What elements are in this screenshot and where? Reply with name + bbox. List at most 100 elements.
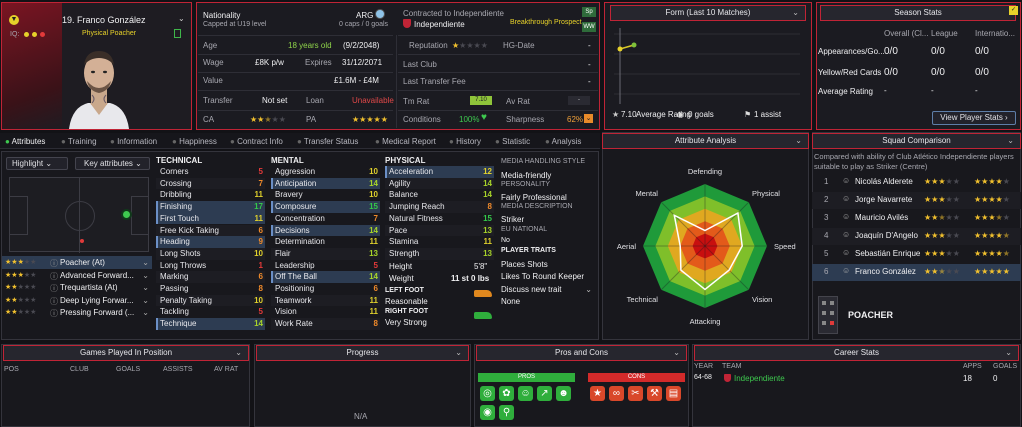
games-header[interactable]: Games Played In Position ⌄ (3, 345, 249, 361)
info-icon[interactable]: ⓘ (50, 284, 58, 293)
squad-header[interactable]: Squad Comparison ⌄ (812, 133, 1021, 149)
con-tackle-icon[interactable]: ✂ (628, 386, 643, 401)
squad-row[interactable]: 4 ☺ Joaquín D'Angelo ★★★★★ ★★★★★ (812, 228, 1021, 245)
tab-attributes[interactable]: ● Attributes (5, 137, 46, 146)
chevron-down-icon[interactable]: ⌄ (142, 295, 149, 305)
attribute-row[interactable]: Agility 14 (385, 177, 494, 190)
info-icon[interactable]: ⓘ (50, 271, 58, 281)
attribute-row[interactable]: Work Rate 8 (271, 318, 380, 330)
attribute-row[interactable]: Teamwork 11 (271, 294, 380, 307)
attribute-row[interactable]: Stamina 11 (385, 236, 494, 248)
view-player-stats-button[interactable]: View Player Stats › (932, 111, 1016, 125)
season-header[interactable]: Season Stats (820, 5, 1016, 21)
tab-training[interactable]: ● Training (61, 137, 97, 146)
attribute-row[interactable]: Passing 8 (156, 283, 265, 295)
player-name[interactable]: 19. Franco González (62, 15, 146, 25)
chevron-down-icon[interactable]: ⌄ (795, 136, 802, 145)
pro-trend-icon[interactable]: ↗ (537, 386, 552, 401)
tab-analysis[interactable]: ● Analysis (545, 137, 582, 146)
attribute-row[interactable]: Balance 14 (385, 189, 494, 201)
info-icon[interactable]: ⓘ (50, 259, 58, 268)
role-row[interactable]: ★★★★★ ⓘ Pressing Forward (... ⌄ (3, 308, 151, 320)
role-row[interactable]: ★★★★★ ⓘ Trequartista (At) ⌄ (3, 283, 151, 295)
attribute-row[interactable]: Off The Ball 14 (271, 271, 380, 283)
chevron-down-icon[interactable]: ⌄ (235, 348, 242, 357)
progress-header[interactable]: Progress ⌄ (256, 345, 469, 361)
squad-row[interactable]: 5 ☺ Sebastián Enrique ★★★★★ ★★★★★ (812, 246, 1021, 263)
attribute-row[interactable]: Anticipation 14 (271, 177, 380, 190)
attribute-row[interactable]: Strength 13 (385, 247, 494, 260)
form-header[interactable]: Form (Last 10 Matches) ⌄ (610, 5, 806, 21)
attribute-row[interactable]: Composure 15 (271, 201, 380, 213)
attribute-row[interactable]: Penalty Taking 10 (156, 294, 265, 307)
info-icon[interactable]: ⓘ (50, 296, 58, 306)
tab-medical-report[interactable]: ● Medical Report (375, 137, 436, 146)
chevron-down-icon[interactable]: ⌄ (142, 270, 149, 280)
squad-row[interactable]: 6 ☺ Franco González ★★★★★ ★★★★★ (812, 264, 1021, 281)
pro-target-icon[interactable]: ◉ (480, 405, 495, 420)
pro-technique-icon[interactable]: ✿ (499, 386, 514, 401)
attribute-row[interactable]: Vision 11 (271, 306, 380, 318)
attribute-row[interactable]: Natural Fitness 15 (385, 213, 494, 225)
chevron-down-icon[interactable]: ⌄ (1007, 136, 1014, 145)
pro-composure-icon[interactable]: ☺ (518, 386, 533, 401)
tab-statistic[interactable]: ● Statistic (495, 137, 531, 146)
flag-toggle-icon[interactable]: ✓ (1009, 6, 1018, 15)
role-row[interactable] (2, 256, 152, 269)
chevron-down-icon[interactable]: ⌄ (1005, 348, 1012, 357)
attribute-row[interactable]: Long Throws 1 (156, 260, 265, 272)
attribute-row[interactable]: Long Shots 10 (156, 247, 265, 260)
attribute-row[interactable]: First Touch 11 (156, 212, 265, 225)
role-row[interactable]: ★★★★★ ⓘ Poacher (At) ⌄ (3, 258, 151, 270)
discuss-trait-button[interactable]: Discuss new trait ⌄ (501, 285, 592, 294)
tab-transfer-status[interactable]: ● Transfer Status (297, 137, 359, 146)
tab-contract-info[interactable]: ● Contract Info (230, 137, 283, 146)
info-icon[interactable]: ⓘ (50, 309, 58, 318)
attribute-row[interactable]: Determination 11 (271, 236, 380, 248)
attribute-row[interactable]: Dribbling 11 (156, 189, 265, 201)
attribute-row[interactable]: Pace 13 (385, 224, 494, 237)
attribute-row[interactable]: Crossing 7 (156, 177, 265, 190)
con-document-icon[interactable]: ▤ (666, 386, 681, 401)
career-header[interactable]: Career Stats ⌄ (694, 345, 1019, 361)
chevron-down-icon[interactable]: ⌄ (673, 348, 680, 357)
con-star-icon[interactable]: ★ (590, 386, 605, 401)
pro-boot-icon[interactable]: ⚲ (499, 405, 514, 420)
tab-history[interactable]: ● History (449, 137, 481, 146)
attribute-row[interactable]: Concentration 7 (271, 213, 380, 225)
attribute-row[interactable]: Bravery 10 (271, 189, 380, 201)
pro-mind-icon[interactable]: ☻ (556, 386, 571, 401)
attribute-row[interactable]: Leadership 5 (271, 260, 380, 272)
attribute-row[interactable]: Finishing 17 (156, 201, 265, 213)
squad-row[interactable]: 2 ☺ Jorge Navarrete ★★★★★ ★★★★★ (812, 192, 1021, 209)
role-row[interactable]: ★★★★★ ⓘ Advanced Forward... ⌄ (3, 271, 151, 283)
attribute-row[interactable]: Aggression 10 (271, 166, 380, 178)
chevron-down-icon[interactable]: ⌄ (142, 258, 149, 267)
attribute-row[interactable]: Heading 9 (156, 236, 265, 248)
chevron-down-icon[interactable]: ⌄ (792, 8, 799, 17)
tab-information[interactable]: ● Information (110, 137, 158, 146)
tab-happiness[interactable]: ● Happiness (172, 137, 217, 146)
squad-row[interactable]: 1 ☺ Nicolás Alderete ★★★★★ ★★★★★ (812, 174, 1021, 191)
attribute-row[interactable]: Marking 6 (156, 271, 265, 283)
attribute-row[interactable]: Corners 5 (156, 166, 265, 178)
chevron-down-icon[interactable]: ⌄ (455, 348, 462, 357)
highlight-dropdown[interactable]: Highlight ⌄ (6, 157, 68, 170)
attribute-row[interactable]: Technique 14 (156, 318, 265, 330)
attribute-row[interactable]: Jumping Reach 8 (385, 201, 494, 213)
club-name[interactable]: Independiente (414, 20, 465, 29)
pros-cons-header[interactable]: Pros and Cons ⌄ (476, 345, 687, 361)
attribute-row[interactable]: Free Kick Taking 6 (156, 224, 265, 237)
attribute-row[interactable]: Decisions 14 (271, 224, 380, 237)
attribute-row[interactable]: Positioning 6 (271, 283, 380, 295)
career-team[interactable]: Independiente (734, 374, 785, 383)
attribute-row[interactable]: Flair 13 (271, 247, 380, 260)
analysis-header[interactable]: Attribute Analysis ⌄ (602, 133, 809, 149)
chevron-down-icon[interactable]: ⌄ (142, 308, 149, 317)
pro-finishing-icon[interactable]: ◎ (480, 386, 495, 401)
attribute-row[interactable]: Tackling 5 (156, 306, 265, 318)
key-attributes-dropdown[interactable]: Key attributes ⌄ (75, 157, 150, 170)
con-chain-icon[interactable]: ∞ (609, 386, 624, 401)
attribute-row[interactable]: Acceleration 12 (385, 166, 494, 178)
name-dropdown-icon[interactable]: ⌄ (178, 14, 185, 23)
